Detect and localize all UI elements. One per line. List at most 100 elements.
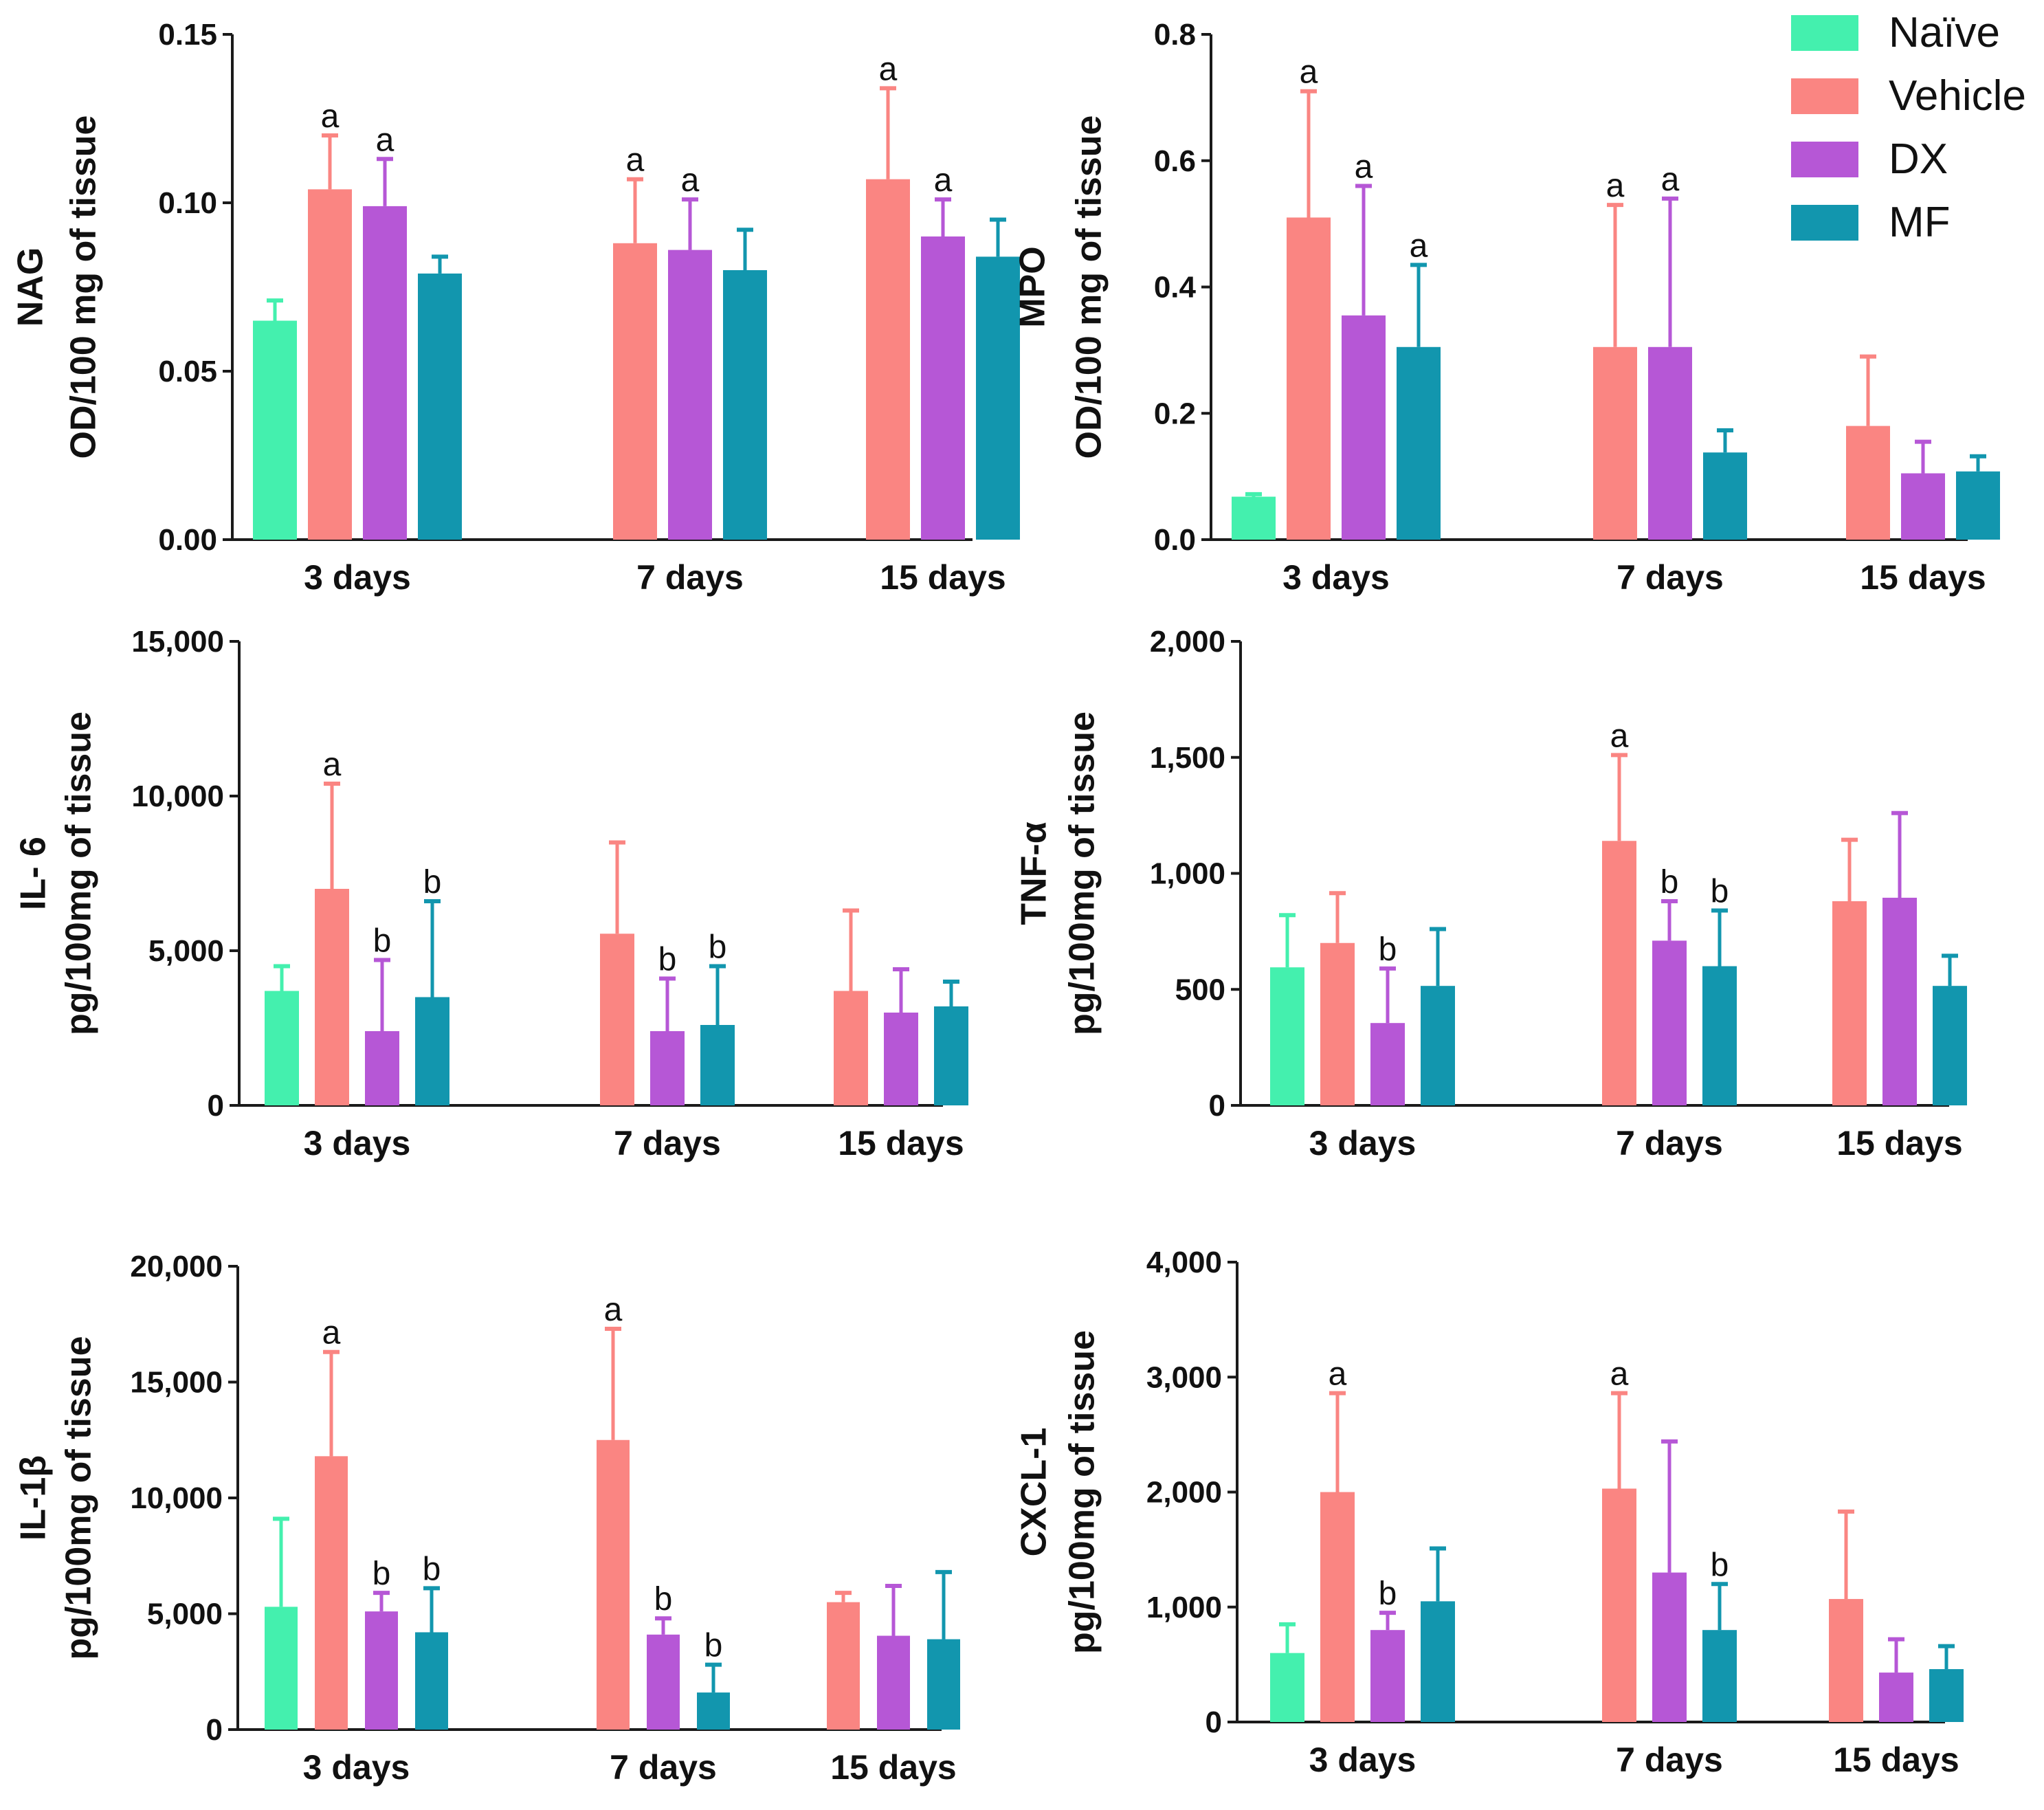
bar-vehicle [1846,426,1890,540]
bar-vehicle [315,1456,348,1730]
bar-dx [1652,940,1687,1105]
legend-label: MF [1889,199,1951,246]
y-tick-label: 0 [206,1713,223,1747]
bar-vehicle [597,1439,630,1730]
y-axis-subtitle: pg/100mg of tissue [59,711,99,1035]
bar-mf [1421,986,1455,1105]
bar-dx [365,1031,399,1105]
x-category-label: 7 days [610,1748,717,1787]
significance-label: a [626,142,645,179]
y-tick-label: 1,500 [1150,741,1225,775]
bar-dx [921,236,965,540]
y-tick-label: 15,000 [130,1366,223,1400]
bar-vehicle [1602,1488,1636,1722]
significance-label: b [1711,874,1729,910]
cxcl1-chart: 0 1,000 2,000 3,000 4,000 CXCL-1 pg/100mg of t… [1014,1246,1964,1779]
y-tick-label: 0.00 [158,523,217,557]
bar-dx [1370,1630,1405,1722]
bar-vehicle [1829,1599,1863,1722]
bar-dx [877,1635,910,1730]
x-category-label: 3 days [304,1124,411,1162]
y-tick-label: 0.8 [1154,18,1196,52]
bar-mf [418,273,462,540]
y-tick-label: 1,000 [1150,857,1225,891]
bar-mf [1702,966,1737,1105]
y-tick-label: 0.4 [1154,271,1197,305]
legend-swatch [1791,142,1858,177]
y-tick-label: 3,000 [1146,1360,1222,1394]
y-axis-subtitle: pg/100mg of tissue [1063,1330,1102,1654]
significance-label: a [1410,228,1428,264]
bar-mf [697,1692,730,1730]
bar-mf [927,1639,960,1730]
bar-vehicle [1593,346,1637,540]
significance-label: b [704,1628,723,1664]
significance-label: b [654,1581,673,1618]
bar-mf [415,997,449,1105]
y-tick-label: 0.6 [1154,144,1196,178]
y-axis-title: IL-1β [14,1455,54,1541]
bar-mf [1421,1601,1455,1722]
y-tick-label: 10,000 [131,780,224,813]
y-axis-subtitle: pg/100mg of tissue [1063,711,1102,1035]
bar-vehicle [613,243,657,540]
bar-vehicle [866,179,910,540]
bar-dx [363,206,407,540]
bar-mf [1929,1669,1964,1722]
y-tick-label: 5,000 [148,934,224,968]
bar-mf [1933,986,1967,1105]
bar-vehicle [1320,1492,1355,1722]
x-category-label: 7 days [636,558,744,597]
significance-label: a [322,1315,341,1351]
bar-dx [365,1611,398,1730]
bar-mf [934,1006,968,1105]
legend-label: Naïve [1889,9,2000,56]
y-tick-label: 0 [1209,1089,1225,1123]
y-axis-title: CXCL-1 [1014,1428,1054,1557]
significance-label: b [709,929,727,966]
y-tick-label: 0.10 [158,186,217,220]
significance-label: b [1379,1576,1397,1612]
x-category-label: 3 days [1309,1124,1417,1162]
bar-mf [700,1025,735,1105]
y-tick-label: 0 [1206,1706,1222,1739]
bar-nave [1270,1653,1304,1722]
significance-label: b [1379,931,1397,968]
bar-dx [1879,1673,1913,1722]
significance-label: a [879,51,898,87]
y-tick-label: 2,000 [1146,1476,1222,1510]
significance-label: b [1660,864,1679,901]
bar-vehicle [834,991,868,1105]
bar-vehicle [1832,901,1867,1105]
y-axis-title: MPO [1013,246,1053,327]
bar-mf [1703,452,1747,540]
y-tick-label: 0.0 [1154,523,1196,557]
bar-dx [1370,1023,1405,1105]
bar-mf [1702,1630,1737,1722]
bar-nave [1232,496,1276,540]
significance-label: a [934,162,953,199]
bar-dx [1342,315,1386,540]
y-tick-label: 5,000 [147,1598,223,1631]
bar-dx [647,1634,680,1730]
y-tick-label: 0.05 [158,355,217,388]
bar-dx [668,250,712,540]
x-category-label: 3 days [304,558,411,597]
significance-label: b [658,942,677,978]
bar-nave [1270,967,1304,1105]
significance-label: a [323,747,342,783]
y-axis-subtitle: pg/100mg of tissue [59,1336,99,1660]
bar-nave [265,991,299,1105]
y-tick-label: 1,000 [1146,1591,1222,1624]
x-category-label: 7 days [1616,1124,1723,1162]
x-category-label: 15 days [830,1748,956,1787]
tnf-chart: 0 500 1,000 1,500 2,000 TNF-α pg/100mg of tiss… [1014,625,1967,1162]
legend-label: Vehicle [1889,72,2026,120]
bar-nave [253,320,297,540]
significance-label: a [604,1292,623,1328]
y-tick-label: 0 [208,1089,224,1123]
significance-label: a [1329,1356,1347,1393]
x-category-label: 7 days [1617,558,1724,597]
